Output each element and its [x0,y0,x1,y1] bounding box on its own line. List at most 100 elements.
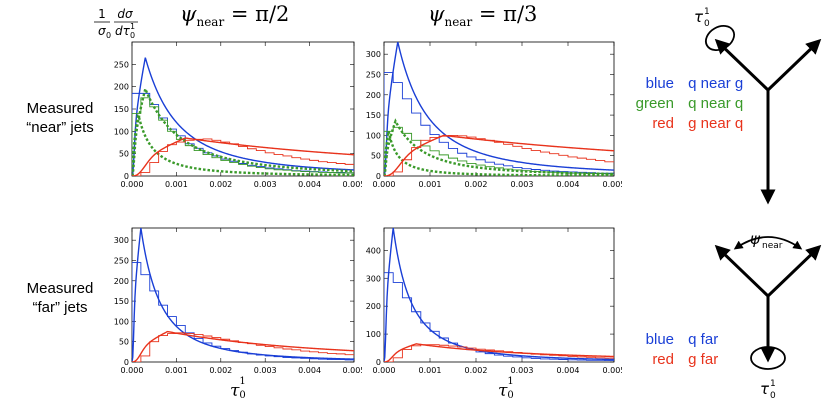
row-label-line1: Measured [26,280,94,297]
y-tick-label: 200 [114,83,129,92]
legend-item: green q near q [628,94,744,114]
y-tick-label: 200 [114,277,129,286]
y-tick-label: 150 [114,105,129,114]
jet-line-up-right [766,38,822,92]
jet-line-up-left [714,244,770,298]
plot-frame [383,227,615,363]
x-tick-label: 0.003 [254,180,277,189]
tau-sup: 1 [770,379,776,389]
y-tick-label: 200 [366,302,381,311]
chart-far-pi2: 0.000 0.001 0.002 0.003 0.004 0.005 0 50 100 150 2… [114,227,362,375]
legend-item: red g near q [628,114,743,134]
chart-near-pi2: 0.000 0.001 0.002 0.003 0.004 0.005 0 50 100 150 2… [114,41,362,189]
x-tick-label: 0.001 [165,366,188,375]
y-label-dtau-sup: 1 [130,22,135,31]
x-tick-label: 0.001 [165,180,188,189]
tau-symbol: τ [760,380,770,398]
near-jet-ellipse [704,24,736,52]
tau-sub: 0 [704,19,710,29]
x-tick-label: 0.002 [465,366,488,375]
y-tick-label: 200 [366,91,381,100]
legend-bottom: blue q far red g far [638,330,719,370]
y-tick-label: 0 [376,358,381,367]
legend-item: red g far [638,350,718,370]
x-tick-label: 0.002 [465,180,488,189]
y-tick-label: 50 [371,152,381,161]
column-title-psi: ψ [180,2,197,26]
column-title-rhs: = π/3 [478,2,538,26]
red-curve [132,137,354,176]
tau-label-bottom: τ 0 1 [760,379,776,401]
legend-top: blue q near g green q near q red g near … [628,74,744,134]
column-title-sub: near [444,15,473,30]
y-label-dtau-sub: 0 [130,31,135,40]
x-label-symbol: τ [230,381,240,401]
legend-desc: q near q [688,95,744,112]
chart-far-pi3: 0.000 0.001 0.002 0.003 0.004 0.005 0 100 200 300… [366,227,622,375]
tau-sub: 0 [770,391,776,401]
psi-symbol: ψ [750,230,761,248]
y-tick-label: 100 [366,131,381,140]
column-title-pi2: ψnear = π/2 [180,2,289,29]
column-title-rhs: = π/2 [230,2,290,26]
blue-histogram [384,72,614,176]
plot-area [384,228,614,362]
jet-line-up-right [766,244,822,298]
y-tick-label: 100 [114,127,129,136]
plot-area [132,57,354,176]
plot-frame [131,41,355,177]
x-label-symbol: τ [498,381,508,401]
row-label-far: Measured “far” jets [10,279,110,317]
x-tick-label: 0.003 [511,180,534,189]
x-tick-label: 0.004 [298,366,321,375]
red-histogram [132,138,354,176]
plot-area [132,228,354,362]
blue-histogram [132,262,354,362]
y-tick-label: 150 [114,297,129,306]
green-curve-1 [132,85,354,176]
green-curve-2 [132,114,354,176]
legend-desc: q near g [688,75,744,92]
blue-curve [132,57,354,176]
x-tick-label: 0.000 [121,366,144,375]
green-histogram [132,97,354,176]
far-jet-ellipse [750,346,786,370]
jet-line-up-left [714,38,770,92]
y-axis-label-svg: 1 σ 0 dσ dτ 0 1 [94,7,138,40]
jet-diagram-top: τ 0 1 [694,7,822,205]
blue-histogram [384,272,614,362]
legend-word: red [652,351,674,368]
x-tick-label: 0.000 [121,180,144,189]
y-tick-label: 400 [366,246,381,255]
x-tick-label: 0.000 [373,366,396,375]
y-tick-label: 250 [366,70,381,79]
chart-near-pi3: 0.000 0.001 0.002 0.003 0.004 0.005 0 50 100 150 2… [366,41,622,189]
y-axis-label: 1 σ 0 dσ dτ 0 1 [92,2,142,48]
x-tick-label: 0.005 [603,366,622,375]
y-label-prefix: 1 [98,7,106,21]
psi-sub: near [762,241,783,251]
x-tick-label: 0.005 [343,366,362,375]
row-label-line2: “far” jets [32,299,88,316]
x-label-sub: 0 [507,390,514,401]
y-tick-label: 100 [366,330,381,339]
tau-symbol: τ [694,8,704,26]
plot-frame [383,41,615,177]
legend-item: blue q far [638,330,719,350]
y-tick-label: 150 [366,111,381,120]
x-tick-label: 0.001 [419,366,442,375]
legend-item: blue q near g [628,74,744,94]
legend-word: blue [645,331,674,348]
y-tick-label: 300 [366,50,381,59]
red-histogram [384,134,614,176]
x-label-sub: 0 [239,390,246,401]
y-label-sigma0-sub: 0 [106,31,111,40]
y-tick-label: 50 [119,338,129,347]
y-tick-label: 300 [366,274,381,283]
plot-area [384,42,614,176]
red-histogram [384,344,614,362]
x-tick-label: 0.001 [419,180,442,189]
legend-desc: g far [688,351,719,368]
column-title-pi3: ψnear = π/3 [428,2,537,29]
